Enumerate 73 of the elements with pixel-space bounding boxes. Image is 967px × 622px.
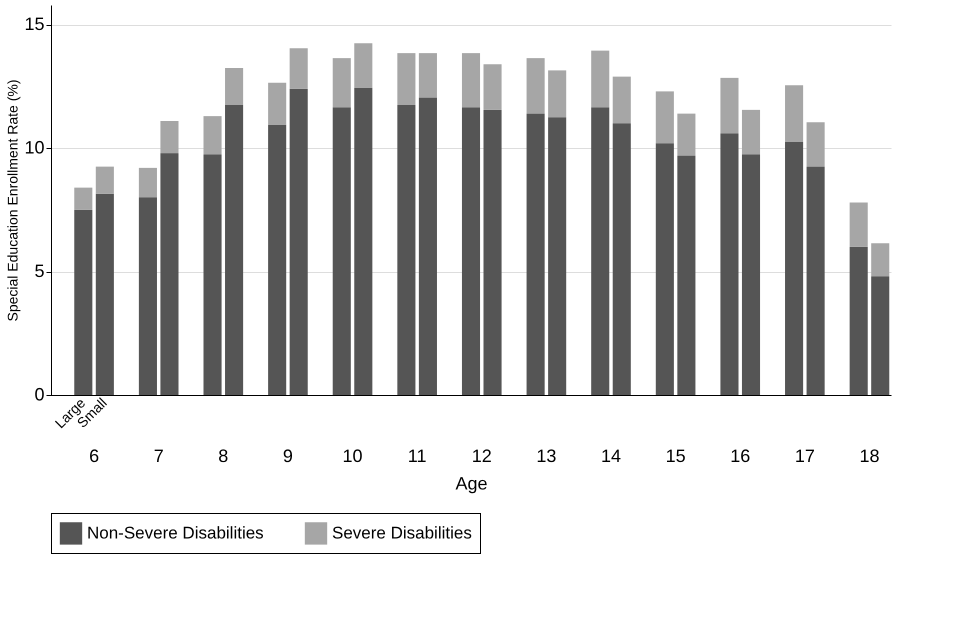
bar [742,154,760,395]
x-axis-title: Age [455,474,488,494]
bar [160,121,179,154]
bar [656,143,674,395]
text: 6 [89,446,100,466]
bar [397,104,416,395]
bar [96,194,114,395]
bar [74,188,92,210]
bar [354,43,372,88]
text: 14 [600,446,622,466]
bar [742,110,760,154]
text: 16 [730,446,750,466]
bar [160,153,179,395]
bar [290,88,308,395]
bar [225,104,244,395]
text: 13 [536,446,556,466]
bar [677,156,696,395]
bar [656,91,674,144]
y-tick-label: 10 [24,138,44,158]
bar [332,107,351,395]
text: 9 [282,446,293,466]
bar [720,133,739,395]
legend-label: Severe Disabilities [332,523,472,542]
bar [548,117,566,395]
bar [806,166,825,395]
bar [203,154,222,395]
y-tick-label: 5 [34,261,44,282]
bar [268,124,286,395]
bar [526,114,545,395]
bar [418,53,437,98]
bar [871,243,890,277]
bar [850,246,868,395]
bar [483,110,502,395]
text: 11 [408,446,426,466]
text: 17 [794,446,815,466]
bar [483,64,502,110]
text: 7 [154,446,164,466]
legend-label: Non-Severe Disabilities [87,523,264,542]
bar [720,78,739,134]
bar [74,210,92,395]
bar [225,68,244,105]
y-axis-title: Special Education Enrollment Rate (%) [4,79,20,322]
bar [612,123,631,395]
bar [591,107,610,395]
bar [591,50,610,108]
bar [332,58,351,108]
bar [871,276,890,395]
text: 15 [666,446,686,466]
text: 8 [218,446,228,466]
bar [612,76,631,124]
bar [138,168,157,198]
y-tick-label: 15 [24,14,44,34]
bar [548,70,566,118]
bar [677,114,696,156]
bar [850,202,868,247]
bar [268,82,286,125]
text: 12 [472,446,492,466]
bar [354,88,372,395]
bar [290,48,308,89]
text: 10 [342,446,363,466]
text: 18 [859,446,880,466]
bar [785,142,804,395]
bar [806,122,825,167]
bar [418,98,437,395]
bar [462,53,480,108]
bar [462,107,480,395]
bar [526,58,545,114]
bar [96,166,114,194]
y-tick-label: 0 [34,384,44,404]
bar [203,116,222,154]
bar [397,53,416,105]
bar [138,198,157,395]
bar [785,85,804,142]
